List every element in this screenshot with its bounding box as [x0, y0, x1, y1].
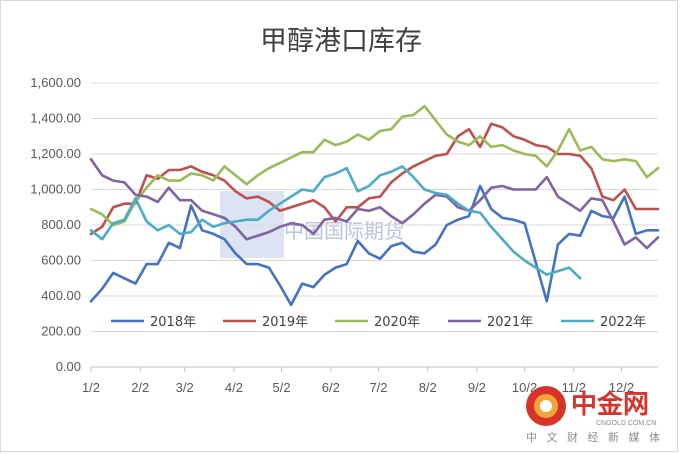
brand-logo: 中金网 CNGOLD.COM.CN 中 文 财 经 新 媒 体	[526, 386, 663, 444]
x-tick-label: 8/2	[419, 380, 437, 395]
series-lines	[89, 104, 660, 307]
x-tick-label: 12/2	[609, 380, 634, 395]
y-tick-label: 800.00	[41, 217, 81, 232]
x-tick-label: 5/2	[273, 380, 291, 395]
y-tick-label: 1,000.00	[30, 182, 81, 197]
series-line-1	[89, 184, 660, 307]
y-tick-label: 1,400.00	[30, 111, 81, 126]
y-tick-label: 1,600.00	[30, 75, 81, 90]
logo-coin-center-icon	[540, 400, 552, 412]
y-tick-label: 400.00	[41, 288, 81, 303]
series-line-2	[89, 122, 660, 236]
x-tick-label: 9/2	[468, 380, 486, 395]
y-tick-label: 200.00	[41, 324, 81, 339]
legend-label: 2019年	[262, 315, 308, 330]
series-line-4	[89, 158, 660, 250]
y-axis-ticks: 0.00 200.00 400.00 600.00 800.00 1,000.00 1,20…	[30, 75, 81, 374]
legend: 2018年 2019年 2020年 2021年 2022年	[111, 315, 646, 330]
legend-label: 2020年	[374, 315, 420, 330]
legend-label: 2022年	[600, 315, 646, 330]
x-tick-label: 10/2	[512, 380, 537, 395]
x-tick-label: 6/2	[322, 380, 340, 395]
x-tick-label: 1/2	[82, 380, 100, 395]
series-line-3	[89, 104, 660, 227]
watermark-text: 中国国际期货	[284, 219, 404, 243]
legend-label: 2018年	[150, 315, 196, 330]
chart-title: 甲醇港口库存	[260, 26, 422, 57]
x-tick-label: 11/2	[562, 380, 586, 395]
series-line-5	[89, 165, 582, 280]
y-tick-label: 0.00	[56, 359, 81, 374]
x-tick-label: 3/2	[176, 380, 194, 395]
y-tick-label: 1,200.00	[30, 146, 81, 161]
x-tick-label: 7/2	[369, 380, 387, 395]
logo-tagline: 中 文 财 经 新 媒 体	[526, 430, 663, 444]
x-tick-label: 4/2	[225, 380, 243, 395]
x-tick-label: 2/2	[131, 380, 149, 395]
x-axis-ticks: 1/2 2/2 3/2 4/2 5/2 6/2 7/2 8/2 9/2 10/2 11/2 12/2	[82, 367, 634, 395]
logo-sub-text: CNGOLD.COM.CN	[596, 420, 656, 427]
legend-label: 2021年	[487, 315, 533, 330]
y-tick-label: 600.00	[41, 253, 81, 268]
logo-brand-text: 中金网	[571, 389, 649, 420]
